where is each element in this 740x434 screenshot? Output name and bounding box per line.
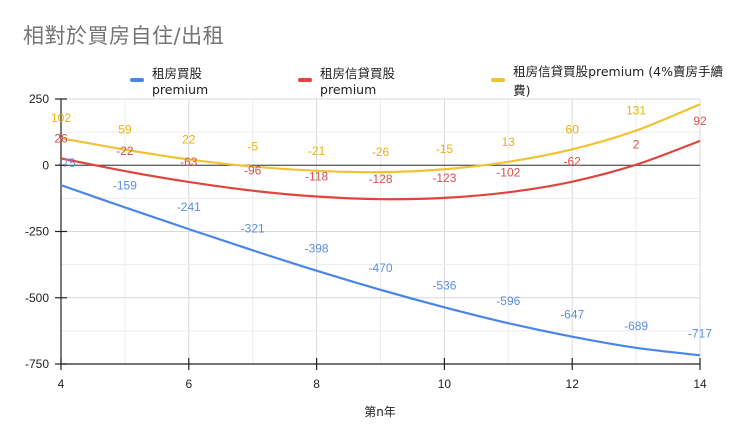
x-tick-label: 10 bbox=[438, 377, 452, 391]
y-tick-label: -250 bbox=[25, 225, 49, 239]
data-label-red: 92 bbox=[693, 114, 707, 128]
x-tick-label: 4 bbox=[58, 377, 65, 391]
y-tick-label: -750 bbox=[25, 357, 49, 371]
y-tick-label: 0 bbox=[42, 158, 49, 172]
y-tick-label: 250 bbox=[29, 92, 49, 106]
legend-label: 租房買股premium bbox=[151, 66, 209, 97]
data-label-blue: -536 bbox=[432, 278, 456, 292]
legend-swatch-red-icon bbox=[298, 78, 313, 82]
y-tick-label: -500 bbox=[25, 291, 49, 305]
legend-swatch-blue-icon bbox=[130, 78, 144, 82]
data-label-red: -63 bbox=[180, 155, 198, 169]
legend-label: 租房信貸買股premium (4%賣房手續費) bbox=[513, 64, 723, 98]
data-label-blue: -596 bbox=[496, 294, 520, 308]
x-tick-label: 8 bbox=[313, 377, 320, 391]
series-line-blue bbox=[60, 184, 701, 357]
data-label-red: -22 bbox=[116, 144, 134, 158]
legend-item-red[interactable]: 租房信貸買股premium bbox=[278, 61, 451, 99]
data-label-red: 26 bbox=[54, 131, 68, 145]
data-label-blue: -717 bbox=[688, 326, 712, 340]
series-line-yellow bbox=[60, 103, 701, 174]
data-label-yellow: 131 bbox=[626, 104, 646, 118]
data-label-blue: -689 bbox=[624, 319, 648, 333]
x-tick-label: 12 bbox=[566, 377, 580, 391]
data-label-yellow: 59 bbox=[118, 123, 132, 137]
legend-swatch-yellow-icon bbox=[491, 78, 506, 82]
data-label-blue: -647 bbox=[560, 308, 584, 322]
data-label-red: -128 bbox=[368, 172, 392, 186]
data-label-red: -102 bbox=[496, 165, 520, 179]
x-axis-title: 第n年 bbox=[364, 405, 396, 419]
chart-title: 相對於買房自住/出租 bbox=[23, 24, 225, 48]
data-label-yellow: -26 bbox=[372, 145, 390, 159]
data-label-blue: -241 bbox=[177, 200, 201, 214]
legend-item-blue[interactable]: 租房買股premium bbox=[0, 61, 258, 99]
x-tick-label: 6 bbox=[185, 377, 192, 391]
data-label-blue: -159 bbox=[113, 178, 137, 192]
data-label-yellow: 22 bbox=[182, 132, 196, 146]
data-label-red: -118 bbox=[305, 170, 328, 184]
data-label-yellow: -5 bbox=[247, 140, 258, 154]
chart-legend: 租房買股premium 租房信貸買股premium 租房信貸買股premium … bbox=[0, 61, 740, 99]
x-tick-label: 14 bbox=[693, 377, 707, 391]
data-label-red: -123 bbox=[432, 171, 456, 185]
data-label-yellow: -15 bbox=[436, 142, 454, 156]
data-label-blue: -321 bbox=[241, 221, 265, 235]
data-label-blue: -470 bbox=[368, 261, 392, 275]
legend-label: 租房信貸買股premium bbox=[320, 66, 396, 97]
data-label-yellow: 102 bbox=[51, 111, 71, 125]
legend-item-yellow[interactable]: 租房信貸買股premium (4%賣房手續費) bbox=[471, 61, 740, 99]
data-label-yellow: 60 bbox=[566, 122, 580, 136]
series-line-red bbox=[60, 139, 701, 201]
data-label-red: 2 bbox=[633, 138, 640, 152]
data-label-yellow: 13 bbox=[502, 135, 516, 149]
data-label-blue: -398 bbox=[305, 242, 329, 256]
data-label-red: -62 bbox=[564, 155, 582, 169]
data-label-red: -96 bbox=[244, 164, 262, 178]
data-label-yellow: -21 bbox=[308, 144, 326, 158]
data-label-blue: -75 bbox=[58, 156, 76, 170]
